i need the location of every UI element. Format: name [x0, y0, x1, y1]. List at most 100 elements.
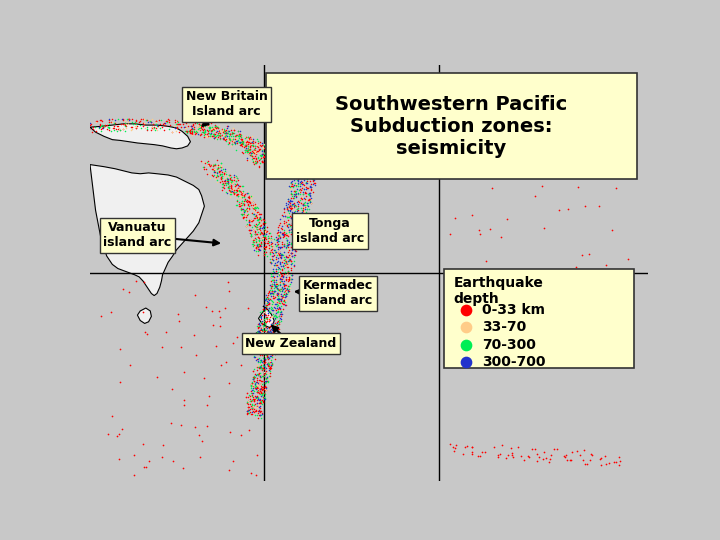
Point	[263, 237, 274, 245]
Point	[262, 354, 274, 363]
Point	[220, 129, 231, 137]
Point	[212, 178, 223, 186]
Point	[243, 393, 254, 402]
Point	[112, 122, 124, 131]
Point	[282, 248, 294, 256]
Point	[223, 138, 235, 146]
Point	[279, 256, 290, 265]
Point	[301, 160, 312, 168]
Point	[236, 197, 248, 205]
Point	[298, 202, 310, 211]
Point	[276, 221, 287, 230]
Point	[271, 323, 283, 332]
Point	[240, 142, 252, 151]
Point	[288, 158, 300, 166]
Point	[171, 121, 182, 130]
Point	[249, 203, 261, 212]
Point	[108, 119, 120, 128]
Point	[271, 240, 282, 249]
Point	[237, 191, 248, 200]
Point	[278, 281, 289, 289]
Point	[272, 286, 284, 294]
Point	[246, 208, 257, 217]
Point	[258, 242, 270, 251]
Point	[229, 132, 240, 141]
Point	[214, 163, 225, 171]
Point	[213, 163, 225, 172]
Point	[292, 197, 304, 206]
Point	[208, 133, 220, 142]
Point	[296, 156, 307, 164]
Point	[269, 321, 280, 329]
Point	[266, 326, 278, 335]
Point	[248, 237, 260, 245]
Point	[225, 125, 237, 134]
Point	[276, 230, 288, 238]
Point	[286, 252, 297, 260]
Point	[261, 234, 272, 243]
Point	[226, 186, 238, 195]
Point	[467, 211, 478, 220]
Point	[269, 340, 280, 348]
Point	[233, 192, 244, 200]
Point	[273, 325, 284, 334]
Point	[559, 453, 571, 461]
Point	[291, 159, 302, 167]
Point	[243, 402, 254, 411]
Point	[485, 225, 496, 234]
Point	[255, 324, 266, 333]
Point	[205, 130, 217, 138]
Point	[210, 132, 222, 140]
Point	[244, 133, 256, 142]
Point	[291, 210, 302, 218]
Point	[288, 190, 300, 198]
Point	[272, 285, 284, 293]
Point	[157, 119, 168, 128]
Point	[197, 163, 209, 172]
Point	[283, 146, 294, 155]
Point	[259, 377, 271, 386]
Point	[255, 239, 266, 248]
Point	[236, 188, 248, 197]
Point	[228, 188, 239, 197]
Point	[187, 119, 199, 128]
Point	[255, 325, 266, 334]
Point	[234, 182, 246, 191]
Point	[263, 294, 274, 303]
Point	[244, 408, 256, 416]
Point	[216, 176, 228, 185]
Point	[257, 382, 269, 391]
Point	[248, 407, 259, 416]
Point	[249, 138, 261, 146]
Point	[271, 290, 283, 299]
Point	[595, 461, 606, 469]
Point	[220, 126, 231, 135]
Point	[264, 286, 276, 294]
Point	[277, 305, 289, 313]
Point	[294, 156, 305, 164]
Point	[258, 336, 270, 345]
Point	[257, 157, 269, 166]
Point	[220, 179, 232, 187]
Point	[163, 117, 174, 126]
Point	[600, 460, 611, 469]
Point	[298, 200, 310, 209]
Point	[288, 147, 300, 156]
Point	[289, 202, 300, 211]
Point	[256, 151, 268, 159]
Point	[266, 239, 278, 247]
Point	[242, 396, 253, 405]
Point	[269, 312, 280, 321]
Point	[253, 392, 264, 401]
Point	[222, 129, 234, 138]
Point	[294, 145, 305, 154]
Point	[255, 414, 266, 422]
Point	[259, 319, 271, 328]
Point	[102, 123, 113, 132]
Point	[258, 315, 269, 323]
Point	[267, 243, 279, 252]
Point	[213, 163, 225, 171]
Point	[294, 144, 305, 153]
Point	[268, 156, 279, 165]
Point	[291, 176, 302, 185]
